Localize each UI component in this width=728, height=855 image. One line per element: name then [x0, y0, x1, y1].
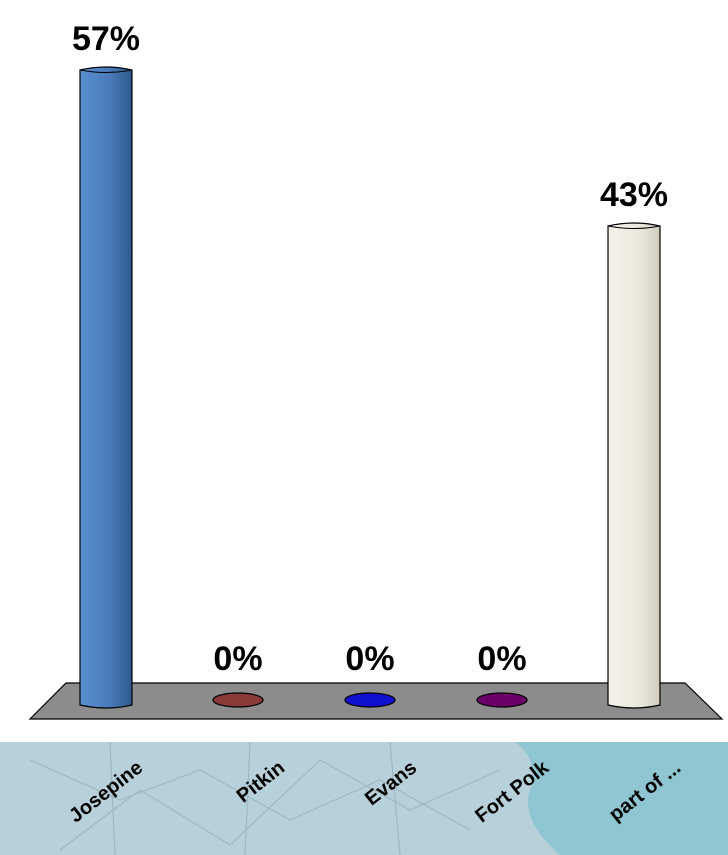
value-label-3: 0% [345, 640, 394, 678]
bar-5 [607, 222, 661, 709]
bar-3 [344, 692, 396, 708]
map-water [515, 742, 728, 855]
map-background [0, 741, 728, 855]
map-roads [29, 741, 501, 855]
value-label-1: 57% [72, 20, 140, 58]
bar-2 [212, 692, 264, 708]
value-label-2: 0% [213, 640, 262, 678]
bar-4 [476, 692, 528, 708]
value-label-4: 0% [477, 640, 526, 678]
value-label-5: 43% [600, 176, 668, 214]
bar-1 [79, 66, 133, 709]
